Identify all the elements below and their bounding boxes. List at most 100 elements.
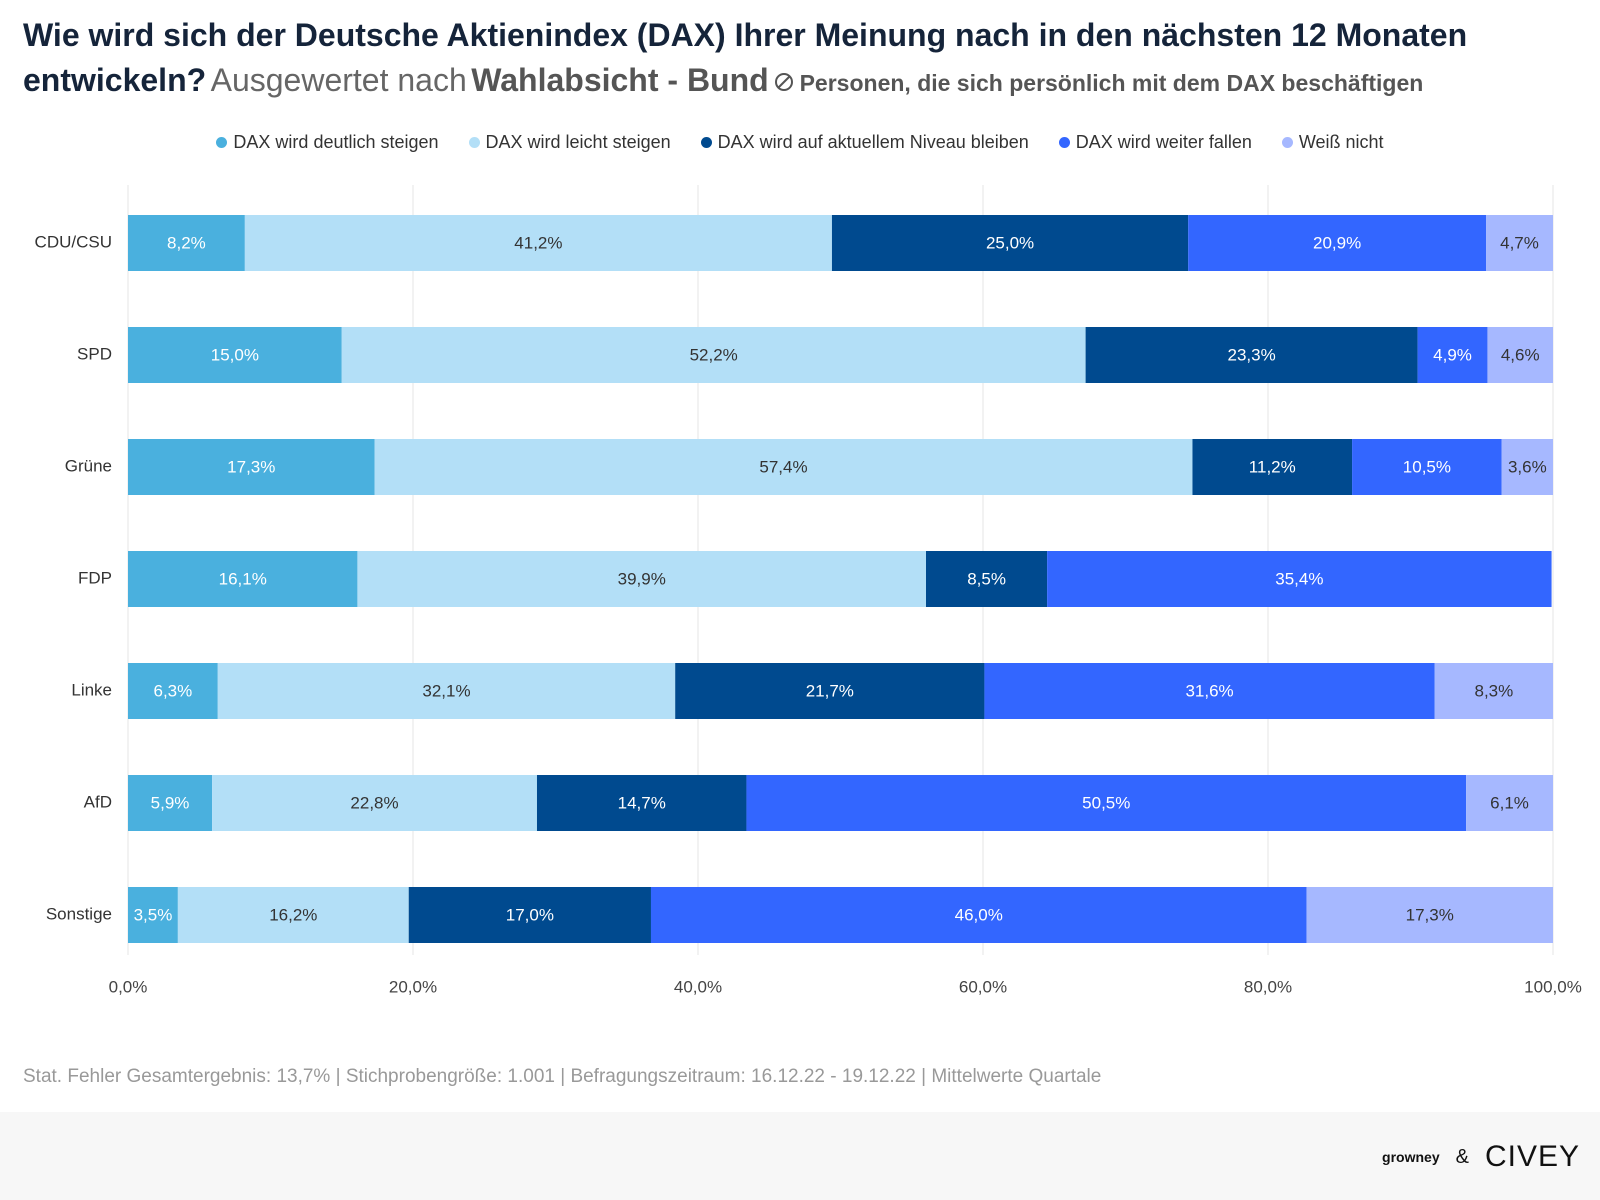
bar-segment (650, 887, 1307, 943)
footer: Stat. Fehler Gesamtergebnis: 13,7% | Sti… (23, 1066, 1102, 1087)
bar-segment (128, 775, 213, 831)
filter-icon (775, 73, 794, 91)
legend: DAX wird deutlich steigen DAX wird leicht… (0, 132, 1600, 153)
bar-segment (1501, 439, 1553, 495)
value-label: 3,6% (1508, 457, 1547, 476)
bar-segment (1306, 887, 1553, 943)
legend-label: DAX wird auf aktuellem Niveau bleiben (717, 132, 1029, 152)
x-tick-label: 40,0% (674, 977, 722, 996)
footer-band (0, 1112, 1600, 1200)
y-tick-label: FDP (78, 568, 112, 587)
value-label: 11,2% (1249, 457, 1296, 476)
value-label: 6,3% (154, 681, 193, 700)
legend-label: DAX wird weiter fallen (1075, 132, 1252, 152)
bar-segment (831, 215, 1189, 271)
bar-segment (1047, 551, 1552, 607)
value-label: 41,2% (514, 233, 562, 252)
bar-segment (1466, 775, 1553, 831)
legend-swatch (1058, 137, 1070, 148)
logos: growney & CIVEY (1382, 1140, 1580, 1174)
legend-label: Weiß nicht (1298, 132, 1384, 152)
y-tick-label: AfD (84, 792, 112, 811)
bar-segment (341, 327, 1086, 383)
bar-segment (1417, 327, 1488, 383)
bar-segment (128, 439, 375, 495)
bar-segment (1486, 215, 1553, 271)
value-label: 15,0% (211, 345, 259, 364)
value-label: 35,4% (1275, 569, 1323, 588)
value-label: 52,2% (690, 345, 738, 364)
legend-swatch (216, 137, 228, 148)
x-tick-label: 80,0% (1244, 977, 1292, 996)
value-label: 22,8% (350, 793, 398, 812)
value-label: 4,6% (1501, 345, 1540, 364)
x-tick-label: 0,0% (109, 977, 148, 996)
value-label: 39,9% (618, 569, 666, 588)
bar-segment (926, 551, 1048, 607)
value-label: 4,9% (1433, 345, 1472, 364)
legend-label: DAX wird leicht steigen (485, 132, 671, 152)
bar-segment (984, 663, 1435, 719)
value-label: 16,2% (269, 905, 317, 924)
bar-segment (1487, 327, 1553, 383)
bar-segment (1434, 663, 1553, 719)
value-label: 3,5% (134, 905, 173, 924)
y-tick-label: SPD (77, 344, 112, 363)
bar-segment (244, 215, 832, 271)
bar-segment (1352, 439, 1502, 495)
value-label: 4,7% (1500, 233, 1539, 252)
value-label: 25,0% (986, 233, 1034, 252)
logo-amp: & (1455, 1145, 1469, 1168)
header: Wie wird sich der Deutsche Aktienindex (… (23, 16, 1583, 106)
bar-segment (128, 215, 245, 271)
value-label: 17,3% (1406, 905, 1454, 924)
value-label: 17,0% (506, 905, 554, 924)
x-tick-label: 60,0% (959, 977, 1007, 996)
filter: Personen, die sich persönlich mit dem DA… (799, 70, 1424, 96)
legend-item[interactable]: Weiß nicht (1281, 132, 1384, 153)
value-label: 57,4% (759, 457, 807, 476)
subtitle: Ausgewertet nach (210, 62, 467, 98)
bar-segment (675, 663, 985, 719)
bar-segment (1188, 215, 1487, 271)
chart: 0,0% 20,0% 40,0% 60,0% 80,0% 100,0% CDU/CSU 8,2… (35, 185, 1582, 996)
bar-segment (217, 663, 676, 719)
bar-segment (177, 887, 409, 943)
legend-item[interactable]: DAX wird leicht steigen (468, 132, 671, 153)
legend-item[interactable]: DAX wird weiter fallen (1058, 132, 1252, 153)
x-tick-label: 20,0% (389, 977, 437, 996)
value-label: 5,9% (151, 793, 190, 812)
x-tick-label: 100,0% (1524, 977, 1582, 996)
value-label: 50,5% (1082, 793, 1130, 812)
legend-item[interactable]: DAX wird deutlich steigen (216, 132, 439, 153)
value-label: 17,3% (227, 457, 275, 476)
y-tick-label: CDU/CSU (35, 232, 112, 251)
legend-swatch (1281, 137, 1293, 148)
bar-segment (128, 327, 342, 383)
legend-item[interactable]: DAX wird auf aktuellem Niveau bleiben (700, 132, 1029, 153)
value-label: 16,1% (219, 569, 267, 588)
bar-segment (128, 663, 218, 719)
bar-segment (357, 551, 926, 607)
logo-civey: CIVEY (1484, 1140, 1580, 1173)
bar-segment (536, 775, 747, 831)
logo-growney: growney (1382, 1149, 1440, 1165)
value-label: 23,3% (1228, 345, 1276, 364)
bar-segment (408, 887, 651, 943)
value-label: 8,5% (967, 569, 1006, 588)
value-label: 31,6% (1185, 681, 1233, 700)
bar-segment (212, 775, 537, 831)
value-label: 6,1% (1490, 793, 1529, 812)
y-tick-label: Linke (71, 680, 112, 699)
bar-segment (128, 551, 358, 607)
subtitle-group: Wahlabsicht - Bund (471, 62, 769, 98)
value-label: 8,2% (167, 233, 206, 252)
value-label: 32,1% (422, 681, 470, 700)
value-label: 14,7% (618, 793, 666, 812)
legend-swatch (700, 137, 712, 148)
bar-segment (1192, 439, 1353, 495)
value-label: 10,5% (1403, 457, 1451, 476)
y-tick-label: Grüne (65, 456, 112, 475)
bar-segment (128, 887, 178, 943)
